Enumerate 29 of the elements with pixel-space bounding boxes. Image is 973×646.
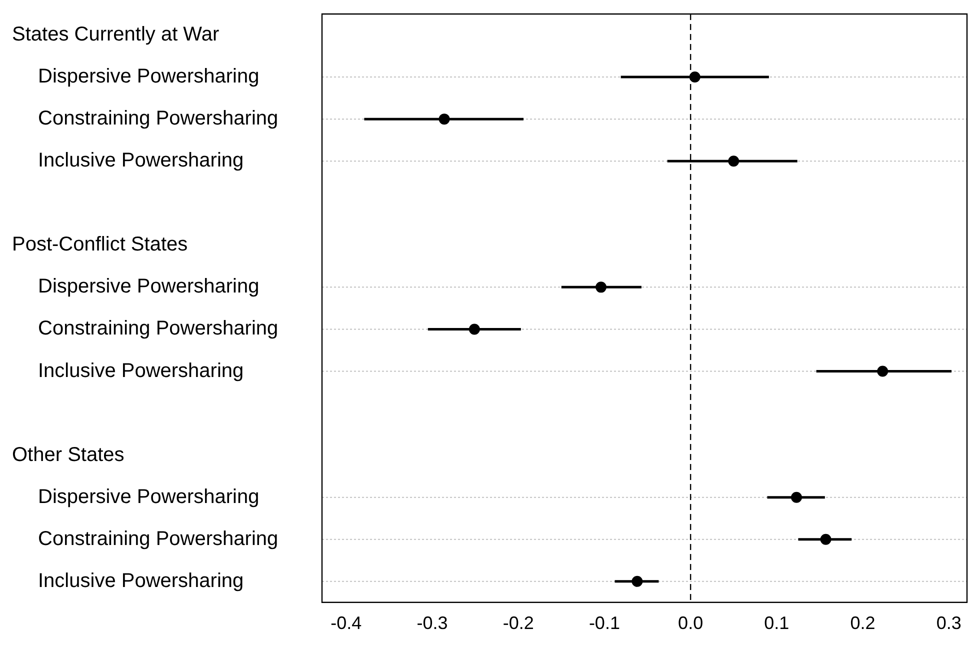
- point: [689, 72, 700, 83]
- y-tick-label: Inclusive Powersharing: [38, 570, 244, 592]
- y-tick-label: Inclusive Powersharing: [38, 360, 244, 382]
- x-tick-label: -0.3: [416, 613, 448, 634]
- text: Post-Conflict States: [12, 234, 188, 256]
- point: [790, 492, 802, 503]
- y-tick-label: Constraining Powersharing: [38, 108, 278, 130]
- y-tick-label: Constraining Powersharing: [38, 318, 278, 340]
- point: [632, 576, 643, 587]
- x-tick-label: 0.0: [678, 613, 704, 634]
- point: [820, 534, 832, 545]
- y-tick-label: Constraining Powersharing: [38, 528, 278, 550]
- point: [438, 114, 450, 125]
- text: States Currently at War: [12, 24, 220, 46]
- y-tick-label: Dispersive Powersharing: [38, 66, 260, 88]
- point: [728, 156, 740, 167]
- y-tick-label: Inclusive Powersharing: [38, 150, 244, 172]
- y-tick-label: Dispersive Powersharing: [38, 486, 260, 508]
- point: [468, 324, 480, 335]
- x-tick-label: 0.3: [936, 613, 962, 634]
- x-tick-label: -0.2: [502, 613, 534, 634]
- x-tick-label: 0.2: [850, 613, 876, 634]
- y-tick-label: Dispersive Powersharing: [38, 276, 260, 298]
- x-tick-label: -0.4: [330, 613, 362, 634]
- text: Other States: [12, 444, 124, 466]
- point: [877, 366, 888, 377]
- x-tick-label: -0.1: [588, 613, 620, 634]
- point: [596, 282, 607, 293]
- x-tick-label: 0.1: [764, 613, 790, 634]
